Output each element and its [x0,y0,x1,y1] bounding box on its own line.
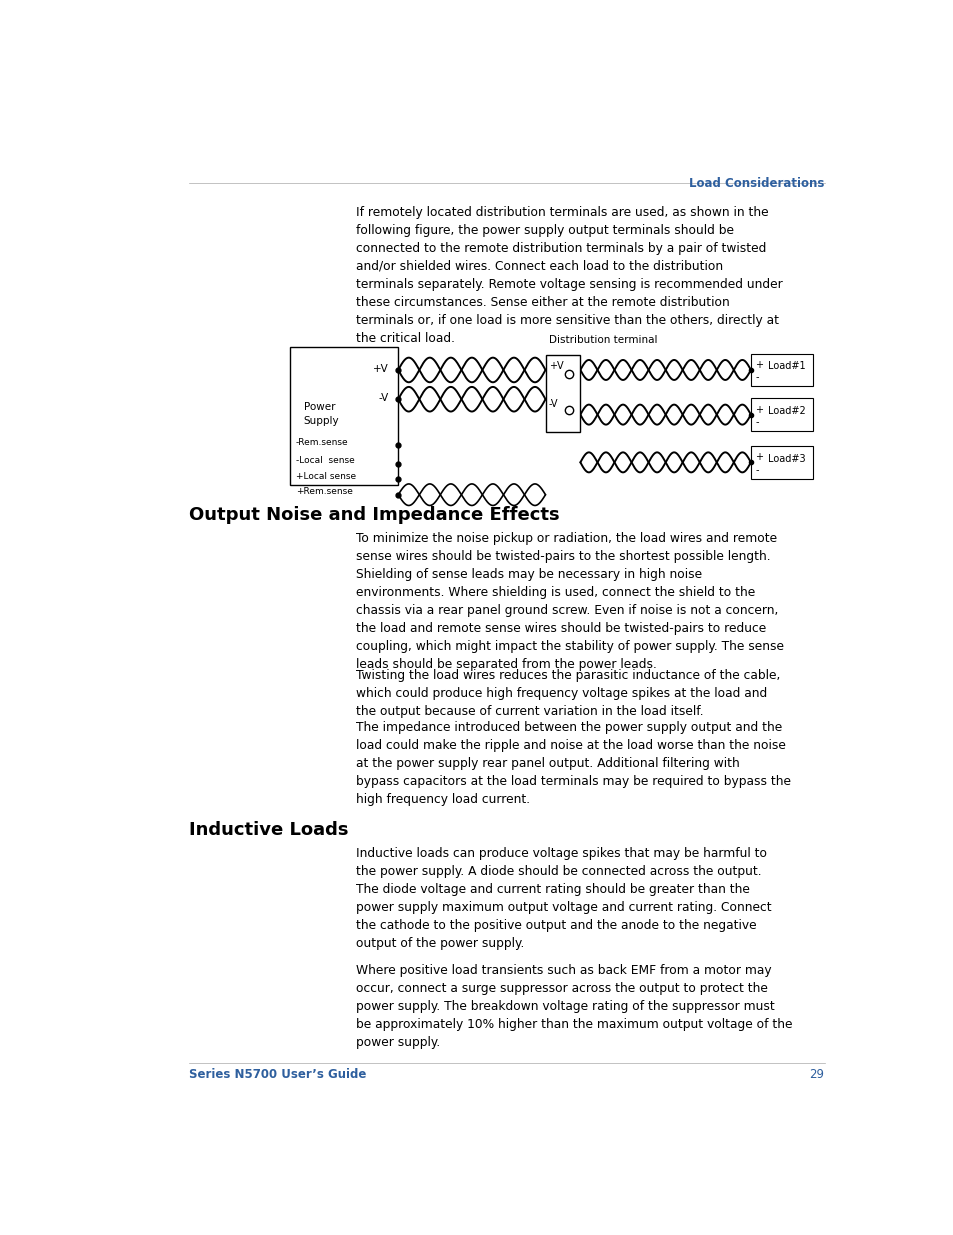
Bar [750,353,812,387]
Text: -: - [755,464,759,474]
Text: -Rem.sense: -Rem.sense [295,437,348,447]
Bar [750,446,812,478]
Text: To minimize the noise pickup or radiation, the load wires and remote
sense wires: To minimize the noise pickup or radiatio… [355,531,782,671]
Text: Inductive loads can produce voltage spikes that may be harmful to
the power supp: Inductive loads can produce voltage spik… [355,847,770,951]
Bar [290,347,397,485]
Text: +: + [755,405,762,415]
Text: Load#1: Load#1 [767,362,804,372]
Text: Twisting the load wires reduces the parasitic inductance of the cable,
which cou: Twisting the load wires reduces the para… [355,668,780,718]
Text: Where positive load transients such as back EMF from a motor may
occur, connect : Where positive load transients such as b… [355,965,791,1050]
Text: +Rem.sense: +Rem.sense [295,487,353,496]
Text: Distribution terminal: Distribution terminal [549,336,658,346]
Text: Power
Supply: Power Supply [303,403,339,426]
Text: +Local sense: +Local sense [295,472,355,480]
Bar [750,399,812,431]
Text: Load Considerations: Load Considerations [688,178,823,190]
Text: -V: -V [378,393,389,403]
Text: Output Noise and Impedance Effects: Output Noise and Impedance Effects [189,506,559,524]
Text: Load#2: Load#2 [767,406,805,416]
Text: -: - [755,372,759,383]
Text: If remotely located distribution terminals are used, as shown in the
following f: If remotely located distribution termina… [355,206,781,345]
Text: -Local  sense: -Local sense [295,456,355,466]
Text: The impedance introduced between the power supply output and the
load could make: The impedance introduced between the pow… [355,721,790,806]
Text: -: - [755,417,759,427]
Text: +: + [755,359,762,370]
Text: +V: +V [548,361,562,370]
Text: Series N5700 User’s Guide: Series N5700 User’s Guide [189,1068,366,1082]
Text: -V: -V [548,399,558,409]
Bar [545,354,579,431]
Text: +V: +V [373,364,389,374]
Text: Inductive Loads: Inductive Loads [189,821,348,839]
Text: Load#3: Load#3 [767,454,804,464]
Text: 29: 29 [809,1068,823,1082]
Text: +: + [755,452,762,462]
